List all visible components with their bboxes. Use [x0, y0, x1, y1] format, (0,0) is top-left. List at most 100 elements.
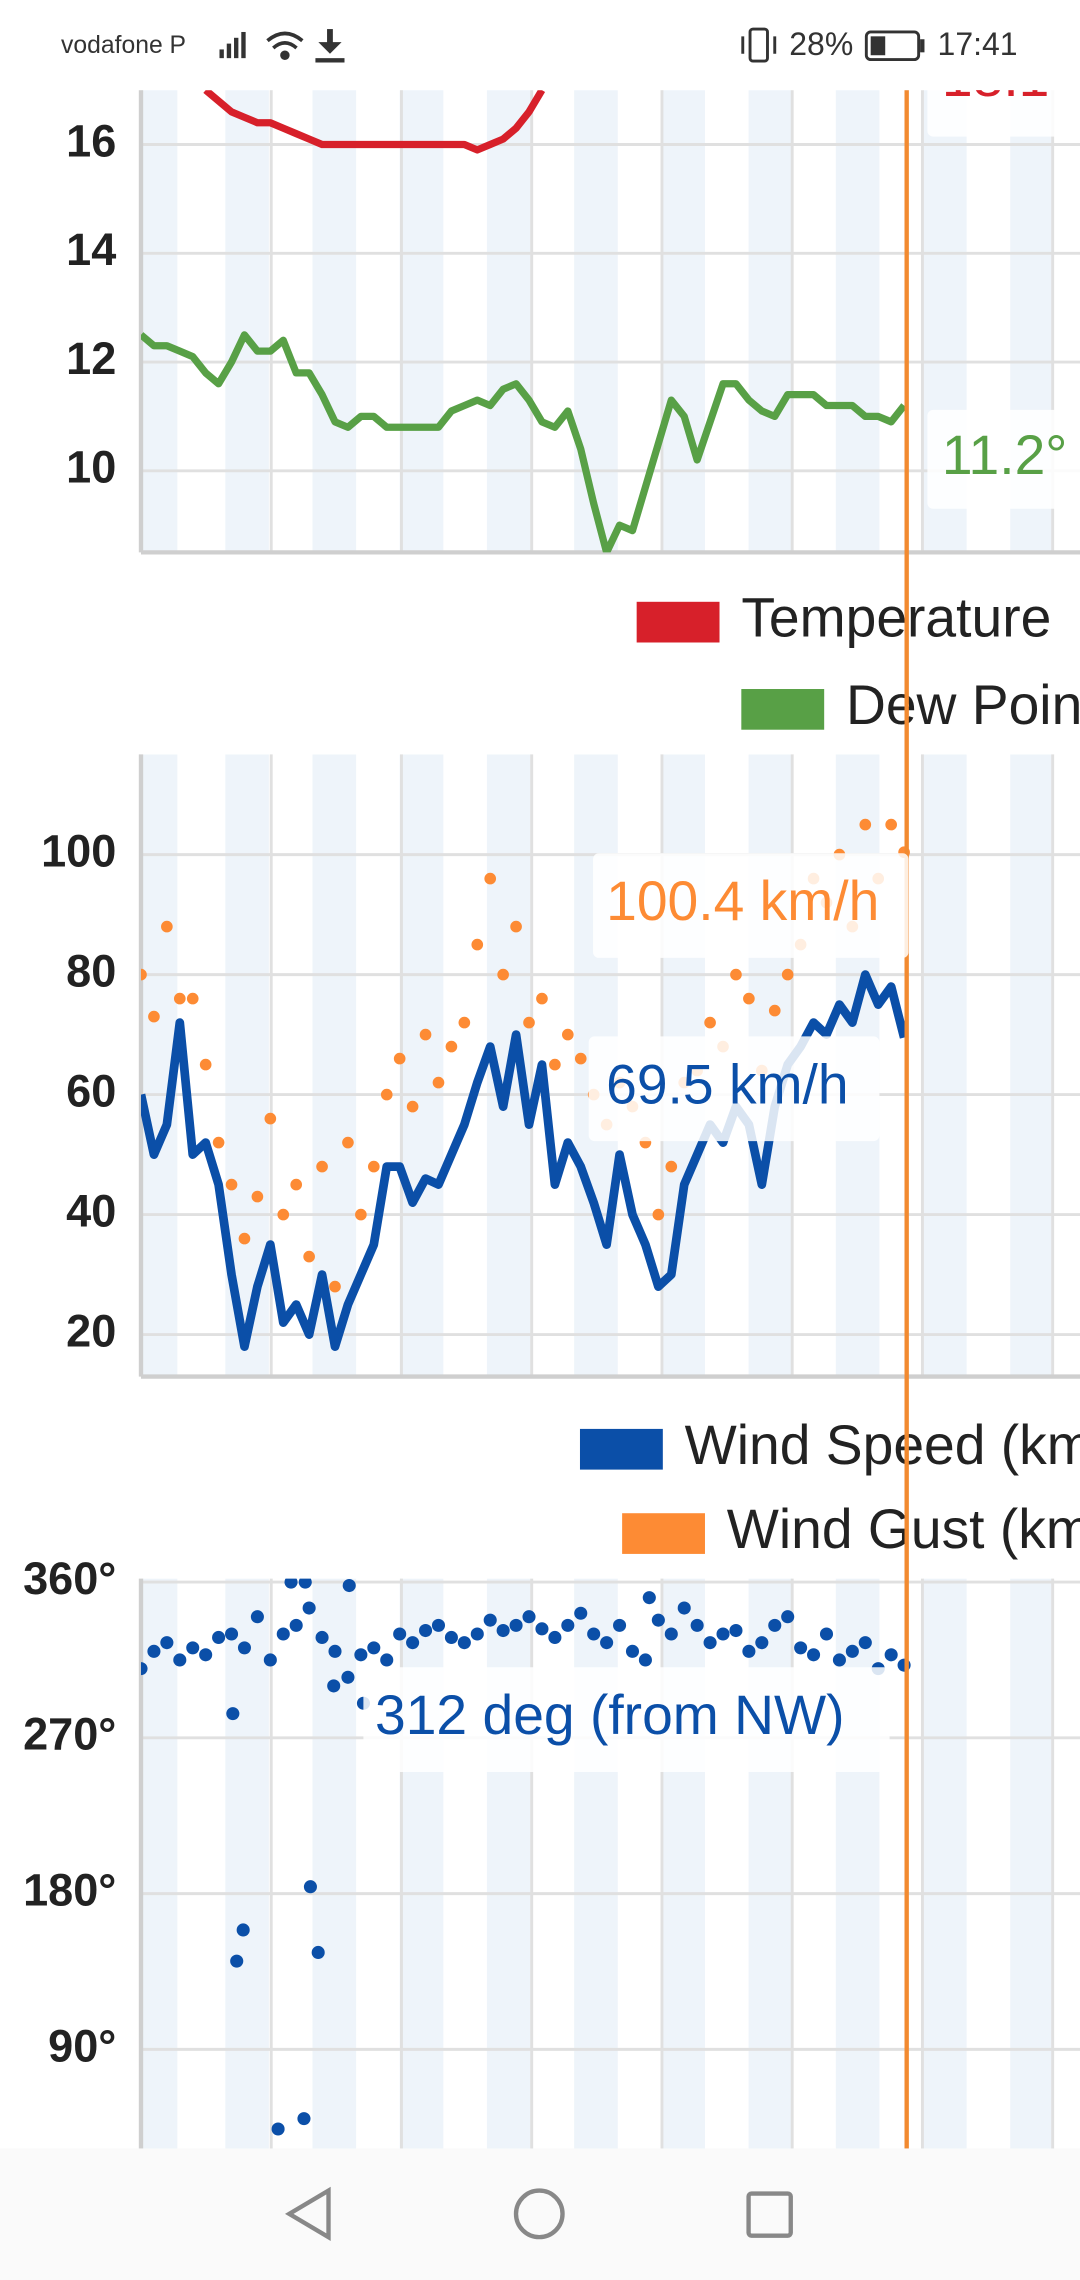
gust-dot — [574, 1052, 587, 1065]
tooltip-label: 11.2° — [942, 424, 1067, 486]
gust-dot — [316, 1160, 328, 1173]
nav-bg — [0, 2148, 1080, 2280]
gust-dot — [329, 1280, 341, 1293]
home-button[interactable] — [513, 2188, 565, 2240]
tooltip-label: 312 deg (from NW) — [375, 1684, 844, 1746]
stripe — [748, 90, 793, 553]
direction-dot — [819, 1627, 834, 1641]
gust-dot — [199, 1058, 212, 1071]
direction-dot — [781, 1610, 795, 1624]
stripe — [1010, 754, 1054, 1377]
gust-dot — [730, 968, 742, 981]
direction-dot — [289, 1618, 303, 1632]
direction-dot — [742, 1644, 756, 1658]
direction-dot — [140, 1662, 148, 1676]
stripe — [140, 1578, 178, 2206]
gust-dot — [342, 1136, 354, 1149]
direction-dot — [311, 1945, 325, 1959]
y-tick-label: 40 — [66, 1185, 116, 1236]
gust-dot — [471, 938, 484, 951]
y-tick-label: 14 — [66, 224, 116, 275]
direction-dot — [354, 1648, 368, 1662]
tooltip-box — [927, 409, 1080, 509]
plot — [140, 90, 907, 553]
direction-dot — [297, 2112, 311, 2126]
gust-dot — [161, 920, 173, 933]
direction-dot — [327, 1679, 341, 1693]
status-bg — [0, 0, 1080, 91]
gust-dot — [523, 1016, 535, 1029]
direction-dot — [755, 1636, 769, 1650]
direction-dot — [315, 1630, 329, 1645]
direction-dot — [380, 1653, 394, 1667]
download-icon — [315, 29, 345, 63]
y-tick-label: 16 — [66, 115, 116, 166]
y-tick-label: 20 — [66, 1305, 116, 1356]
tooltip-box — [363, 1667, 890, 1772]
gust-dot — [885, 818, 897, 831]
direction-dot — [716, 1627, 730, 1641]
recents-button[interactable] — [746, 2191, 793, 2238]
direction-dot — [186, 1641, 200, 1655]
gust-dot — [562, 1028, 574, 1041]
direction-dot — [729, 1624, 743, 1638]
chart: 90° 180° 270° 360° — [23, 1553, 1080, 2208]
gust-dot — [510, 920, 522, 933]
direction-dot — [406, 1636, 420, 1650]
stripe — [140, 90, 178, 553]
navigation-bar — [0, 2148, 1080, 2280]
stripe — [399, 754, 444, 1377]
stripe — [574, 90, 618, 553]
gust-dot — [393, 1052, 406, 1065]
stripe — [486, 90, 531, 553]
chart: 20 40 60 80 100 Wind Speed (km/h) Wind Gust (k… — [41, 754, 1080, 1560]
direction-dot — [199, 1648, 213, 1662]
legend-label: Wind Gust (km/h) — [727, 1498, 1080, 1560]
stripe — [225, 1578, 269, 2206]
direction-dot — [884, 1648, 898, 1662]
direction-dot — [794, 1641, 808, 1655]
status-bar: vodafone P 28% 17:41 — [0, 0, 1080, 91]
direction-dot — [642, 1591, 656, 1605]
chart: 10 12 14 16 Temperature Dew Point — [66, 90, 1080, 736]
direction-dot — [341, 1670, 355, 1684]
direction-dot — [651, 1613, 665, 1627]
direction-dot — [284, 1578, 298, 1589]
direction-dot — [303, 1880, 317, 1894]
legend-label: Wind Speed (km/h) — [685, 1414, 1080, 1476]
stripe — [923, 1578, 967, 2206]
direction-dot — [807, 1648, 821, 1662]
tooltip-label: 69.5 km/h — [606, 1053, 848, 1115]
gust-dot — [406, 1100, 419, 1113]
battery-level: 28% — [789, 26, 853, 62]
carrier: vodafone P — [61, 32, 186, 59]
back-button[interactable] — [284, 2186, 331, 2241]
y-tick-label: 80 — [66, 946, 116, 997]
stripe — [312, 90, 357, 553]
battery-icon — [864, 30, 925, 62]
wifi-icon — [266, 31, 304, 60]
direction-dot — [509, 1618, 523, 1632]
direction-dot — [230, 1954, 244, 1968]
y-tick-label: 10 — [66, 442, 116, 493]
direction-dot — [470, 1627, 484, 1641]
direction-dot — [613, 1618, 627, 1632]
y-tick-label: 360° — [23, 1553, 116, 1604]
direction-dot — [226, 1707, 240, 1721]
direction-dot — [298, 1578, 312, 1589]
direction-dot — [276, 1627, 290, 1641]
direction-dot — [496, 1624, 510, 1638]
gust-dot — [432, 1076, 445, 1089]
tooltip-box — [593, 853, 909, 958]
direction-dot — [328, 1644, 342, 1658]
direction-dot — [845, 1644, 859, 1658]
stripe — [399, 90, 444, 553]
direction-dot — [858, 1636, 872, 1650]
direction-dot — [147, 1644, 161, 1658]
direction-dot — [160, 1636, 174, 1650]
gust-dot — [277, 1208, 290, 1221]
gust-dot — [148, 1010, 160, 1023]
stripe — [923, 754, 967, 1377]
gust-dot — [704, 1016, 716, 1029]
